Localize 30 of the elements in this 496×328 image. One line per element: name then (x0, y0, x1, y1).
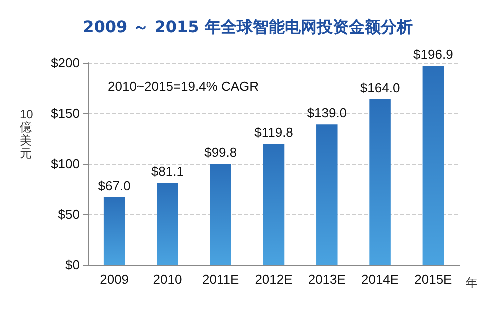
bar (263, 144, 285, 265)
annotation: 2010~2015=19.4% CAGR (108, 79, 260, 94)
x-tick-label: 2010 (153, 272, 182, 287)
data-label: $164.0 (360, 80, 400, 96)
bar (316, 124, 338, 265)
y-tick-label: $150 (51, 106, 80, 121)
bar (104, 197, 126, 265)
data-label: $196.9 (414, 47, 454, 62)
y-axis-title: 10億美元 (20, 108, 34, 160)
x-tick-label: 2013E (308, 272, 346, 287)
y-tick-label: $50 (58, 207, 80, 222)
x-tick-label: 2015E (414, 272, 453, 287)
bar (210, 164, 232, 265)
x-tick-label: 2009 (100, 272, 130, 287)
bar (157, 183, 178, 265)
x-tick-label: 2014E (361, 272, 400, 287)
bar (422, 66, 444, 265)
bar (370, 99, 391, 265)
x-axis-title: 年 (466, 276, 478, 290)
data-label: $99.8 (204, 145, 238, 160)
data-label: $81.1 (151, 164, 184, 180)
data-label: $67.0 (98, 178, 131, 194)
data-label: $139.0 (307, 106, 348, 121)
y-tick-label: $200 (51, 56, 80, 70)
y-tick-label: $100 (51, 156, 80, 172)
x-tick-label: 2012E (255, 272, 294, 287)
chart-title: 2009 ～ 2015 年全球智能电网投资金额分析 (83, 18, 413, 36)
x-tick-label: 2011E (202, 272, 240, 287)
y-tick-label: $0 (66, 258, 80, 272)
data-label: $119.8 (254, 125, 294, 140)
